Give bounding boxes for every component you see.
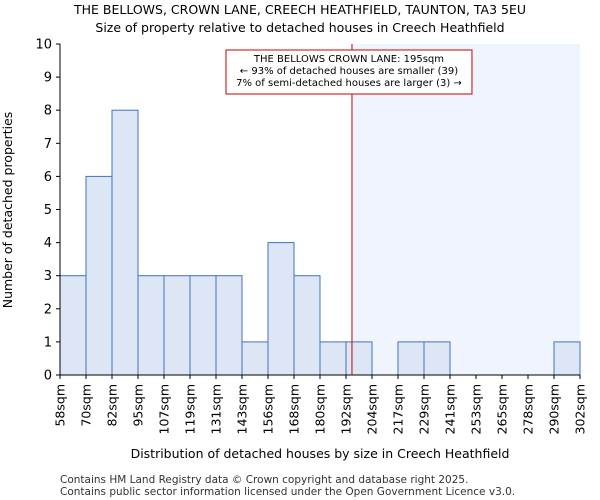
x-tick-label: 143sqm bbox=[235, 384, 250, 434]
bar bbox=[111, 109, 139, 376]
y-axis-label: Number of detached properties bbox=[0, 112, 15, 309]
chart-title: THE BELLOWS, CROWN LANE, CREECH HEATHFIE… bbox=[73, 2, 526, 17]
x-tick-label: 58sqm bbox=[53, 384, 68, 427]
x-tick-label: 168sqm bbox=[287, 384, 302, 434]
bar bbox=[215, 275, 243, 376]
y-tick-label: 5 bbox=[44, 203, 52, 218]
x-tick-label: 265sqm bbox=[495, 384, 510, 434]
y-tick-label: 9 bbox=[44, 71, 52, 86]
x-tick-label: 70sqm bbox=[79, 384, 94, 427]
bar bbox=[423, 341, 451, 376]
bar bbox=[59, 275, 87, 376]
x-tick-label: 82sqm bbox=[105, 384, 120, 427]
bar bbox=[553, 341, 581, 376]
x-tick-label: 241sqm bbox=[443, 384, 458, 434]
y-tick-label: 3 bbox=[44, 269, 52, 284]
bar bbox=[267, 242, 295, 376]
x-tick-label: 278sqm bbox=[521, 384, 536, 434]
y-tick-label: 4 bbox=[44, 236, 52, 251]
x-tick-label: 217sqm bbox=[391, 384, 406, 434]
bar bbox=[163, 275, 191, 376]
y-tick-label: 1 bbox=[44, 335, 52, 350]
x-tick-label: 290sqm bbox=[547, 384, 562, 434]
chart-subtitle: Size of property relative to detached ho… bbox=[95, 20, 504, 35]
x-tick-label: 156sqm bbox=[261, 384, 276, 434]
bar bbox=[293, 275, 321, 376]
x-tick-label: 131sqm bbox=[209, 384, 224, 434]
x-tick-label: 229sqm bbox=[417, 384, 432, 434]
y-tick-label: 2 bbox=[44, 302, 52, 317]
bar bbox=[241, 341, 269, 376]
y-tick-label: 0 bbox=[44, 369, 52, 384]
bar bbox=[137, 275, 165, 376]
x-tick-label: 107sqm bbox=[157, 384, 172, 434]
x-tick-label: 119sqm bbox=[183, 384, 198, 434]
y-tick-label: 7 bbox=[44, 137, 52, 152]
y-tick-label: 10 bbox=[35, 38, 52, 53]
plot-area: 0 1 2 3 4 5 6 7 8 9 10 58sqm 70sqm 82sqm 95sqm 107sqm 11… bbox=[35, 38, 587, 435]
footer-line-2: Contains public sector information licen… bbox=[60, 486, 515, 498]
bar bbox=[345, 341, 373, 376]
annotation-text: ← 93% of detached houses are smaller (39… bbox=[240, 66, 458, 77]
y-tick-label: 6 bbox=[44, 170, 52, 185]
bar bbox=[397, 341, 425, 376]
x-tick-label: 192sqm bbox=[339, 384, 354, 434]
highlight-region bbox=[351, 44, 580, 375]
annotation-text: THE BELLOWS CROWN LANE: 195sqm bbox=[253, 54, 444, 65]
annotation-box bbox=[225, 49, 473, 95]
y-tick-label: 8 bbox=[44, 104, 52, 119]
x-tick-label: 180sqm bbox=[313, 384, 328, 434]
bar bbox=[85, 175, 113, 376]
x-tick-label: 302sqm bbox=[573, 384, 588, 434]
x-tick-label: 253sqm bbox=[469, 384, 484, 434]
annotation-text: 7% of semi-detached houses are larger (3… bbox=[236, 78, 462, 89]
x-tick-label: 204sqm bbox=[365, 384, 380, 434]
bar bbox=[189, 275, 217, 376]
bar bbox=[319, 341, 347, 376]
x-axis-label: Distribution of detached houses by size … bbox=[131, 446, 510, 461]
x-tick-label: 95sqm bbox=[131, 384, 146, 427]
footer-line-1: Contains HM Land Registry data © Crown c… bbox=[60, 474, 468, 486]
